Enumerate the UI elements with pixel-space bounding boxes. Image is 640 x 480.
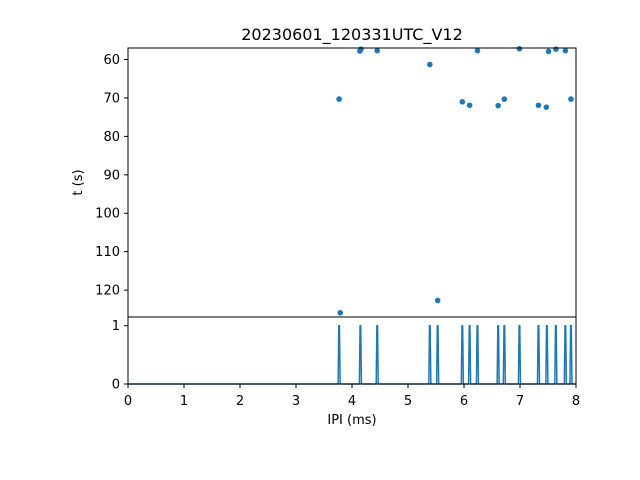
- spike-x-tick-label-5: 5: [404, 394, 412, 409]
- spike-x-tick-label-2: 2: [236, 394, 244, 409]
- scatter-point-1: [337, 309, 344, 316]
- scatter-panel: 60 70 80 90 100 110 120 t (s): [71, 45, 577, 318]
- scatter-y-tick-label-2: 80: [103, 130, 120, 145]
- spike-x-tick-label-0: 0: [124, 394, 132, 409]
- scatter-point-0: [336, 96, 342, 102]
- scatter-point-5: [427, 61, 433, 68]
- scatter-points: [336, 45, 574, 316]
- spike-x-tick-label-3: 3: [292, 394, 300, 409]
- spike-y-tick-label-0: 0: [112, 378, 120, 393]
- scatter-point-14: [543, 104, 550, 110]
- scatter-point-7: [459, 99, 466, 105]
- spike-axes-frame: [127, 316, 577, 385]
- scatter-point-6: [434, 297, 441, 304]
- scatter-point-12: [516, 45, 523, 52]
- scatter-point-17: [562, 47, 569, 54]
- scatter-point-15: [545, 48, 552, 55]
- scatter-y-tick-label-0: 60: [103, 53, 120, 68]
- scatter-y-tick-label-6: 120: [95, 284, 120, 299]
- scatter-y-tick-label-4: 100: [95, 207, 120, 222]
- scatter-point-3: [358, 46, 364, 52]
- spike-y-ticks: 01: [112, 319, 128, 393]
- spike-x-tick-label-1: 1: [180, 394, 188, 409]
- scatter-point-9: [474, 47, 481, 54]
- spike-x-tick-label-7: 7: [516, 394, 524, 409]
- spike-x-tick-label-8: 8: [572, 394, 580, 409]
- scatter-y-tick-label-1: 70: [103, 91, 120, 106]
- scatter-point-16: [553, 46, 559, 52]
- spike-x-tick-label-4: 4: [348, 394, 356, 409]
- scatter-y-tick-label-5: 110: [95, 245, 120, 260]
- scatter-point-11: [501, 96, 508, 102]
- scatter-point-4: [374, 47, 381, 54]
- scatter-y-ticks: 60 70 80 90 100 110 120: [95, 53, 128, 299]
- chart-title: 20230601_120331UTC_V12: [241, 25, 463, 45]
- spike-x-tick-label-6: 6: [460, 394, 468, 409]
- spike-x-ticks: 0 1 2 3 4 5 6 7 8: [124, 384, 580, 409]
- scatter-point-18: [568, 96, 574, 102]
- scatter-y-axis-label: t (s): [71, 169, 86, 195]
- spike-y-tick-label-1: 1: [112, 319, 120, 334]
- scatter-point-13: [535, 102, 542, 109]
- scatter-point-10: [495, 102, 501, 109]
- scatter-point-8: [466, 102, 473, 109]
- spike-x-axis-label: IPI (ms): [327, 413, 376, 428]
- scatter-y-tick-label-3: 90: [103, 168, 120, 183]
